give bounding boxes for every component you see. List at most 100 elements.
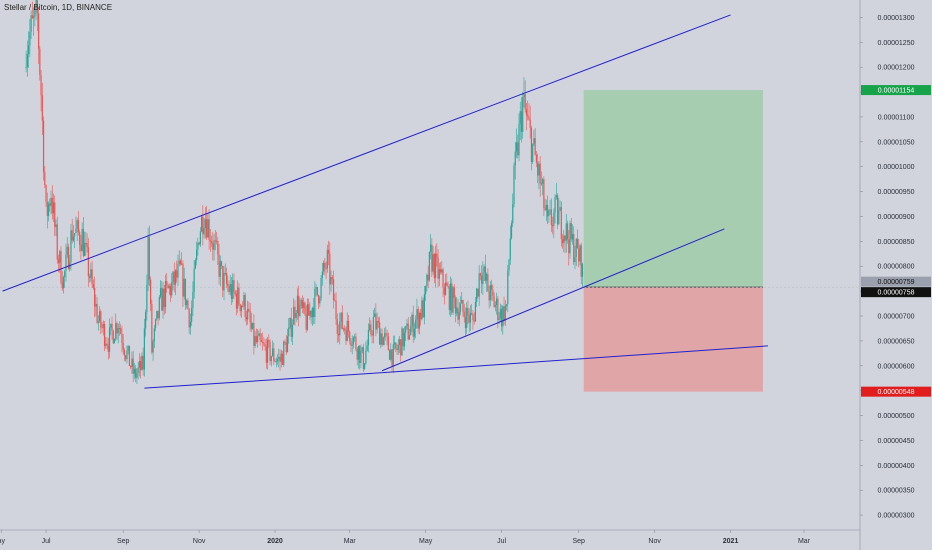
- candle-body: [240, 305, 243, 312]
- candle-body: [151, 303, 153, 353]
- candle-body: [411, 314, 413, 327]
- candle-body: [518, 124, 520, 156]
- candle-body: [533, 138, 535, 144]
- candle-body: [537, 162, 539, 176]
- candle-body: [523, 93, 525, 98]
- candle-body: [80, 244, 82, 252]
- candle-body: [458, 311, 460, 320]
- price-tick-label: 0.00001100: [878, 114, 915, 121]
- candle-body: [189, 321, 192, 328]
- candle-body: [274, 361, 276, 363]
- candle-body: [532, 143, 534, 162]
- candle-body: [477, 288, 479, 297]
- candle-body: [298, 295, 300, 316]
- candle-body: [44, 172, 46, 186]
- time-axis[interactable]: ay Jul Sep Nov 2020 Mar May Jul Sep Nov 2021 Mar: [0, 529, 860, 550]
- candle-body: [164, 280, 167, 308]
- time-tick-label: Mar: [344, 538, 357, 545]
- candle-body: [457, 307, 459, 320]
- candle-body: [441, 269, 443, 273]
- candle-body: [259, 333, 261, 340]
- candle-body: [416, 309, 418, 320]
- candle-body: [142, 355, 144, 370]
- candle-body: [505, 304, 508, 306]
- candle-body: [514, 151, 516, 166]
- candle-body: [146, 284, 148, 313]
- candle-body: [224, 273, 226, 275]
- candle-body: [387, 336, 389, 351]
- candle-body: [115, 323, 117, 339]
- candle-body: [313, 307, 315, 317]
- candle-body: [575, 238, 577, 257]
- candle-body: [352, 337, 355, 345]
- candle-body: [467, 307, 469, 316]
- price-tick-label: 0.00000700: [878, 314, 915, 321]
- candle-body: [279, 356, 281, 362]
- candle-body: [306, 304, 309, 330]
- candle-body: [498, 318, 500, 320]
- candle-body: [519, 111, 521, 125]
- candle-body: [459, 303, 462, 312]
- price-badge-label: 0.00000759: [878, 279, 915, 286]
- candle-body: [245, 316, 248, 320]
- candle-body: [345, 330, 347, 342]
- candle-body: [549, 209, 551, 211]
- candle-body: [452, 287, 454, 313]
- candle-body: [223, 273, 225, 291]
- price-tick-label: 0.00000300: [878, 513, 915, 520]
- candle-body: [210, 241, 213, 244]
- candle-body: [451, 283, 453, 313]
- candle-body: [280, 353, 282, 362]
- candle-body: [558, 210, 560, 225]
- candle-body: [188, 309, 190, 328]
- candle-body: [321, 271, 323, 278]
- candle-body: [401, 328, 403, 356]
- candle-body: [344, 328, 346, 331]
- candle-body: [486, 274, 488, 281]
- position-zones: [0, 90, 860, 392]
- candle-body: [360, 350, 362, 363]
- candle-body: [560, 207, 562, 240]
- candle-body: [525, 109, 528, 116]
- candle-body: [332, 279, 335, 301]
- candle-body: [79, 232, 81, 245]
- candle-body: [430, 244, 432, 252]
- candle-body: [341, 312, 343, 329]
- candle-body: [444, 282, 447, 295]
- candle-body: [417, 309, 419, 329]
- candle-body: [380, 333, 382, 345]
- candle-body: [392, 344, 394, 366]
- candle-body: [410, 326, 412, 336]
- candle-body: [254, 336, 256, 346]
- candle-body: [229, 284, 231, 293]
- candle-body: [239, 304, 241, 312]
- candle-body: [357, 346, 360, 360]
- candle-body: [217, 240, 219, 255]
- candle-body: [402, 328, 404, 347]
- candle-body: [324, 262, 326, 269]
- price-axis[interactable]: 0.000013000.000012500.000012000.00001150…: [859, 0, 932, 550]
- candle-body: [66, 246, 68, 255]
- candle-body: [569, 223, 571, 254]
- candle-body: [54, 202, 56, 227]
- candle-body: [132, 358, 134, 374]
- candle-body: [143, 328, 145, 370]
- candle-body: [238, 287, 240, 305]
- time-tick-label: May: [419, 538, 433, 545]
- candle-body: [422, 300, 424, 318]
- candle-body: [263, 342, 265, 345]
- candle-body: [492, 289, 494, 296]
- candle-body: [421, 300, 423, 320]
- price-tick-label: 0.00001200: [878, 65, 915, 72]
- candle-body: [28, 45, 30, 55]
- candle-body: [219, 261, 221, 277]
- candle-body: [61, 282, 63, 289]
- candle-body: [340, 312, 342, 322]
- candle-body: [149, 279, 152, 304]
- time-tick-label: Nov: [648, 538, 661, 545]
- candle-body: [435, 253, 437, 279]
- candle-body: [260, 339, 262, 342]
- candle-body: [529, 119, 531, 128]
